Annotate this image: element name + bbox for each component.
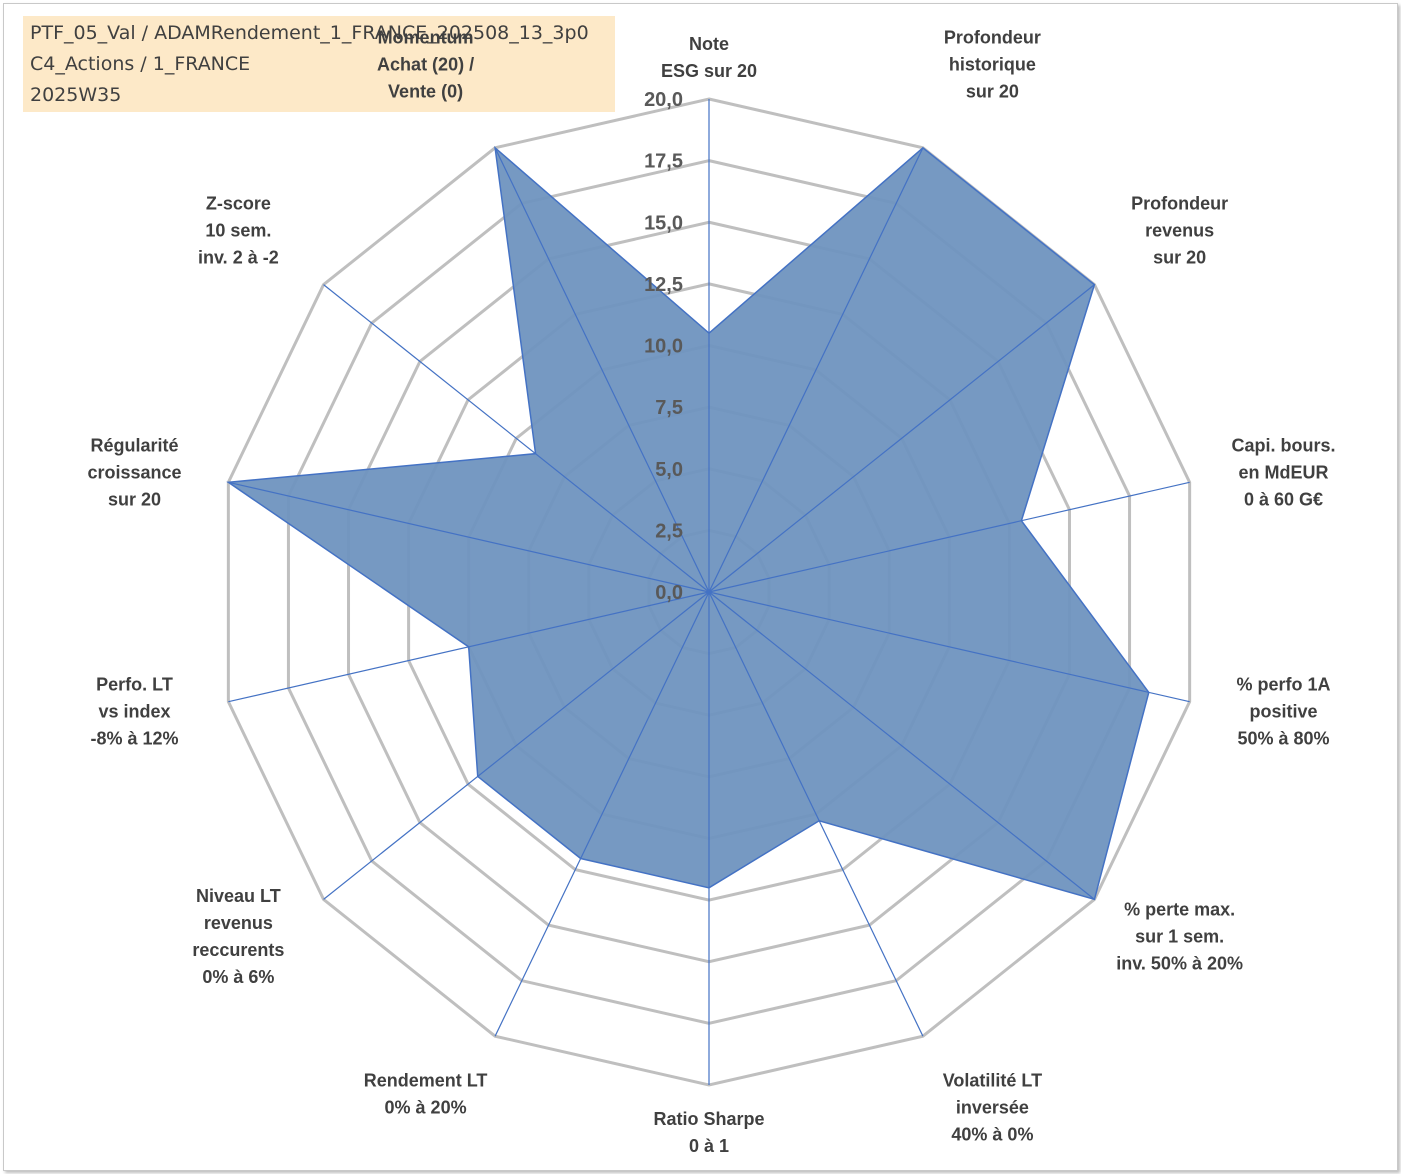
axis-label-12-line-2: inv. 2 à -2: [198, 248, 279, 268]
tick-label-3: 7,5: [655, 397, 683, 419]
tick-label-0: 0,0: [655, 582, 683, 604]
axis-label-6: Volatilité LT inversée 40% à 0%: [943, 1071, 1042, 1145]
axis-label-10: Perfo. LT vs index -8% à 12%: [90, 675, 178, 749]
tick-label-8: 20,0: [644, 89, 683, 111]
axis-label-9: Niveau LT revenus reccurents 0% à 6%: [192, 886, 284, 987]
axis-label-8-line-1: 0% à 20%: [385, 1098, 467, 1118]
axis-label-11-line-0: Régularité: [90, 435, 178, 455]
axis-label-5-line-1: sur 1 sem.: [1135, 926, 1224, 946]
spoke-5: [708, 591, 1095, 900]
axis-label-11-line-2: sur 20: [108, 489, 161, 509]
spoke-12: [323, 284, 710, 593]
axis-label-12-line-1: 10 sem.: [205, 221, 271, 241]
axis-label-3-line-0: Capi. bours.: [1232, 435, 1336, 455]
axis-label-7: Ratio Sharpe 0 à 1: [653, 1109, 764, 1156]
axis-label-2-line-2: sur 20: [1153, 248, 1206, 268]
axis-label-9-line-0: Niveau LT: [196, 886, 281, 906]
axis-label-10-line-0: Perfo. LT: [96, 675, 173, 695]
radar-tick-labels: 0,0 2,5 5,0 7,5 10,0 12,5 15,0 17,5 20,0: [644, 89, 683, 604]
spoke-8: [494, 591, 710, 1037]
spoke-1: [708, 147, 924, 593]
axis-label-5-line-2: inv. 50% à 20%: [1116, 953, 1243, 973]
spoke-11: [228, 481, 710, 593]
axis-label-9-line-3: 0% à 6%: [202, 967, 274, 987]
axis-label-13: Momentum Achat (20) / Vente (0): [377, 27, 474, 101]
axis-label-13-line-2: Vente (0): [388, 81, 463, 101]
tick-label-2: 5,0: [655, 459, 683, 481]
axis-label-1-line-0: Profondeur: [944, 27, 1041, 47]
header-portfolio-line: PTF_05_Val / ADAMRendement_1_FRANCE_2025…: [30, 22, 589, 44]
axis-label-2: Profondeur revenus sur 20: [1131, 194, 1228, 268]
axis-label-3-line-1: en MdEUR: [1239, 462, 1329, 482]
axis-label-10-line-2: -8% à 12%: [90, 729, 178, 749]
tick-label-1: 2,5: [655, 520, 683, 542]
axis-label-0: Note ESG sur 20: [661, 34, 757, 81]
axis-label-8-line-0: Rendement LT: [364, 1071, 488, 1091]
axis-label-7-line-0: Ratio Sharpe: [653, 1109, 764, 1129]
chart-header-box: [23, 16, 615, 112]
axis-label-1: Profondeur historique sur 20: [944, 27, 1041, 101]
axis-label-2-line-1: revenus: [1145, 221, 1214, 241]
axis-label-4: % perfo 1A positive 50% à 80%: [1236, 675, 1330, 749]
tick-label-5: 12,5: [644, 274, 683, 296]
axis-label-9-line-2: reccurents: [192, 940, 284, 960]
axis-label-5-line-0: % perte max.: [1124, 899, 1235, 919]
axis-label-4-line-2: 50% à 80%: [1237, 729, 1329, 749]
axis-label-0-line-1: ESG sur 20: [661, 61, 757, 81]
axis-label-1-line-1: historique: [949, 54, 1036, 74]
axis-label-5: % perte max. sur 1 sem. inv. 50% à 20%: [1116, 899, 1243, 973]
axis-label-6-line-1: inversée: [956, 1098, 1029, 1118]
tick-label-6: 15,0: [644, 212, 683, 234]
radar-series: [226, 99, 1190, 1085]
spoke-4: [708, 591, 1190, 703]
axis-label-8: Rendement LT 0% à 20%: [364, 1071, 488, 1118]
header-week-line: 2025W35: [30, 84, 122, 106]
radar-axis-labels: Note ESG sur 20 Profondeur historique sur 20…: [87, 27, 1335, 1156]
spoke-9: [323, 591, 710, 900]
header-category-line: C4_Actions / 1_FRANCE: [30, 53, 251, 75]
axis-label-7-line-1: 0 à 1: [689, 1136, 729, 1156]
axis-label-13-line-1: Achat (20) /: [377, 54, 474, 74]
axis-label-1-line-2: sur 20: [966, 81, 1019, 101]
spoke-13: [494, 147, 710, 593]
axis-label-6-line-2: 40% à 0%: [951, 1125, 1033, 1145]
axis-label-9-line-1: revenus: [204, 913, 273, 933]
axis-label-11-line-1: croissance: [87, 462, 181, 482]
axis-label-6-line-0: Volatilité LT: [943, 1071, 1042, 1091]
axis-label-3: Capi. bours. en MdEUR 0 à 60 G€: [1232, 435, 1336, 509]
axis-label-12-line-0: Z-score: [206, 194, 271, 214]
spoke-10: [228, 591, 710, 703]
spoke-6: [708, 591, 924, 1037]
axis-label-0-line-0: Note: [689, 34, 729, 54]
axis-label-4-line-0: % perfo 1A: [1236, 675, 1330, 695]
axis-label-11: Régularité croissance sur 20: [87, 435, 181, 509]
tick-label-7: 17,5: [644, 151, 683, 173]
tick-label-4: 10,0: [644, 336, 683, 358]
spoke-3: [708, 481, 1190, 593]
axis-label-2-line-0: Profondeur: [1131, 194, 1228, 214]
axis-label-13-line-0: Momentum: [378, 27, 474, 47]
axis-label-12: Z-score 10 sem. inv. 2 à -2: [198, 194, 279, 268]
axis-label-3-line-2: 0 à 60 G€: [1244, 489, 1323, 509]
axis-label-10-line-1: vs index: [98, 702, 170, 722]
spoke-2: [708, 284, 1095, 593]
axis-label-4-line-1: positive: [1249, 702, 1317, 722]
